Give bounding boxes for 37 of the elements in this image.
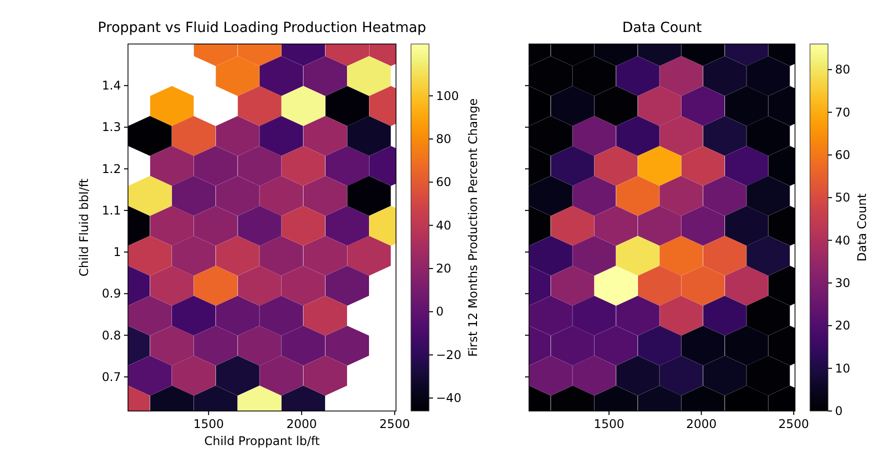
color-bar-label: 0 [436, 304, 444, 319]
x-tick-label: 2500 [379, 417, 410, 431]
x-tick-label: 1500 [594, 417, 624, 431]
y-tick-label: 0.8 [102, 328, 121, 342]
chart-title: Data Count [622, 20, 702, 36]
color-bar-label: 100 [436, 88, 459, 103]
y-tick-label: 1.4 [102, 78, 121, 93]
y-tick-label: 0.9 [102, 286, 121, 301]
y-tick-label: 1.2 [102, 162, 121, 176]
color-bar-label: 20 [835, 318, 850, 333]
y-tick-label: 1.3 [102, 120, 121, 134]
color-bar-label: −20 [436, 348, 462, 362]
color-bar-title: First 12 Months Production Percent Change [466, 98, 480, 357]
color-bar-label: 70 [835, 105, 850, 120]
x-tick-label: 1500 [193, 417, 224, 431]
color-bar-label: 40 [835, 233, 850, 248]
y-tick-label: 1.1 [102, 203, 121, 218]
x-tick-label: 2000 [686, 417, 717, 431]
color-bar-label: 40 [436, 218, 452, 232]
color-bar-label: 50 [835, 190, 850, 205]
color-bar-label: 80 [436, 132, 452, 146]
x-tick-label: 2500 [778, 417, 809, 431]
color-bar-title: Data Count [855, 193, 869, 262]
color-bar-label: 60 [436, 175, 452, 190]
color-bar-label: 30 [835, 276, 850, 290]
color-bar-label: −40 [436, 391, 462, 406]
color-bar-label: 80 [835, 62, 850, 77]
x-axis-title: Child Proppant lb/ft [204, 434, 320, 448]
color-bar-label: 20 [436, 262, 452, 276]
y-tick-label: 1 [113, 245, 121, 260]
y-axis-title: Child Fluid bbl/ft [77, 178, 91, 277]
color-bar-label: 0 [835, 404, 843, 418]
color-bar-label: 60 [835, 148, 850, 162]
x-tick-label: 2000 [286, 417, 317, 431]
color-bar-label: 10 [835, 361, 850, 376]
chart-title: Proppant vs Fluid Loading Production Heatmap [98, 20, 426, 36]
y-tick-label: 0.7 [102, 370, 121, 384]
